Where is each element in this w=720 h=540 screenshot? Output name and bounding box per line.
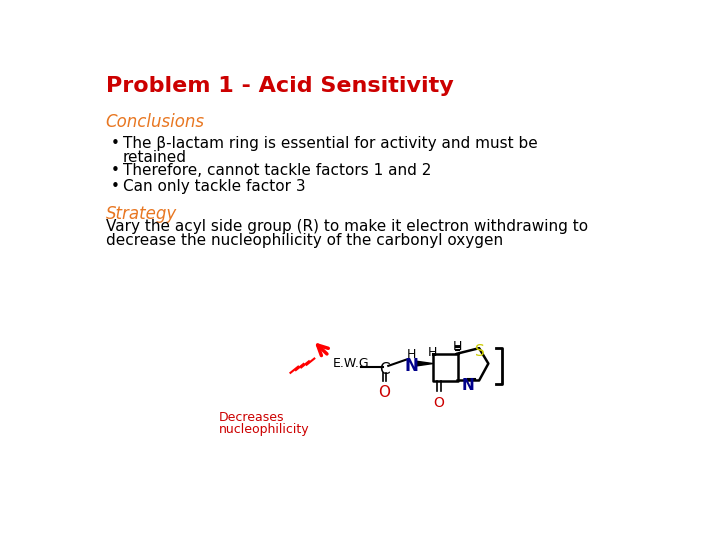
Text: Strategy: Strategy — [106, 205, 177, 223]
Text: O: O — [379, 385, 390, 400]
Text: Decreases: Decreases — [219, 411, 284, 424]
Text: Vary the acyl side group (R) to make it electron withdrawing to: Vary the acyl side group (R) to make it … — [106, 219, 588, 234]
Text: C: C — [379, 362, 390, 377]
Text: •: • — [111, 164, 120, 178]
Text: nucleophilicity: nucleophilicity — [219, 423, 310, 436]
Text: Problem 1 - Acid Sensitivity: Problem 1 - Acid Sensitivity — [106, 76, 454, 96]
Text: Conclusions: Conclusions — [106, 112, 204, 131]
Text: N: N — [462, 378, 474, 393]
Text: decrease the nucleophilicity of the carbonyl oxygen: decrease the nucleophilicity of the carb… — [106, 233, 503, 248]
Text: O: O — [433, 396, 444, 410]
Text: S: S — [475, 343, 485, 359]
Text: Therefore, cannot tackle factors 1 and 2: Therefore, cannot tackle factors 1 and 2 — [122, 164, 431, 178]
Polygon shape — [417, 361, 433, 366]
Text: N: N — [405, 357, 418, 375]
Text: H: H — [428, 346, 438, 359]
Text: retained: retained — [122, 150, 186, 165]
Text: Can only tackle factor 3: Can only tackle factor 3 — [122, 179, 305, 194]
Text: H: H — [453, 340, 462, 354]
Text: The β-lactam ring is essential for activity and must be: The β-lactam ring is essential for activ… — [122, 136, 537, 151]
Text: •: • — [111, 179, 120, 194]
Text: H: H — [407, 348, 416, 361]
Text: E.W.G.: E.W.G. — [333, 357, 374, 370]
Text: •: • — [111, 136, 120, 151]
